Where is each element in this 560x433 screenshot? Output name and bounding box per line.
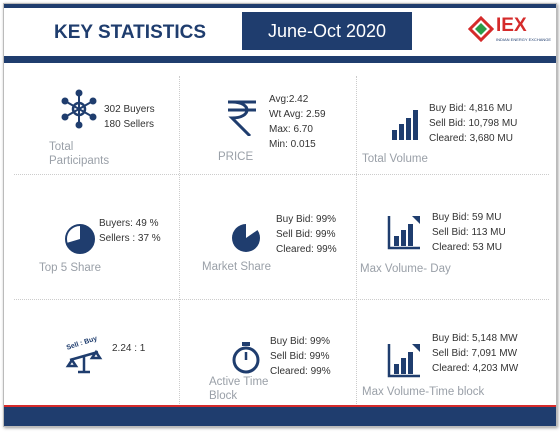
stat-label: Total Volume bbox=[362, 153, 428, 165]
stat-line: Cleared: 99% bbox=[270, 366, 331, 377]
stat-label: Active Time Block bbox=[209, 376, 269, 402]
icon bbox=[64, 336, 104, 376]
icon-graphic bbox=[392, 110, 418, 140]
stat-line: Sell Bid: 10,798 MU bbox=[429, 118, 518, 129]
stat-line: Sell Bid: 99% bbox=[276, 229, 336, 240]
stat-line: Min: 0.015 bbox=[269, 139, 316, 150]
stat-line: Sell Bid: 7,091 MW bbox=[432, 348, 518, 359]
stat-line: 302 Buyers bbox=[104, 104, 155, 115]
icon bbox=[60, 219, 100, 259]
stat-line: Sell Bid: 113 MU bbox=[432, 227, 506, 238]
stat-lines: Buyers: 49 % Sellers : 37 % bbox=[99, 216, 161, 246]
icon-graphic bbox=[65, 349, 103, 374]
period: June-Oct 2020 bbox=[242, 12, 412, 50]
logo-tagline: INDIAN ENERGY EXCHANGE bbox=[496, 37, 552, 42]
logo-icon bbox=[468, 16, 494, 42]
stat-line: Buyers: 49 % bbox=[99, 218, 159, 229]
stat-line: Buy Bid: 59 MU bbox=[432, 212, 502, 223]
title: KEY STATISTICS bbox=[54, 22, 207, 43]
stat-line: Cleared: 4,203 MW bbox=[432, 363, 519, 374]
stat-line: Max: 6.70 bbox=[269, 124, 313, 135]
stat-lines: Buy Bid: 99% Sell Bid: 99% Cleared: 99% bbox=[270, 334, 331, 379]
separator bbox=[14, 299, 549, 300]
footer-band bbox=[4, 407, 556, 426]
icon-graphic bbox=[387, 344, 420, 378]
header-band bbox=[4, 56, 556, 63]
slide: KEY STATISTICS June-Oct 2020 IEX INDIAN … bbox=[3, 3, 557, 427]
logo-name: IEX bbox=[496, 15, 527, 36]
stat-lines: Buy Bid: 5,148 MW Sell Bid: 7,091 MW Clear… bbox=[432, 331, 518, 376]
icon bbox=[226, 338, 266, 378]
icon-graphic bbox=[387, 216, 420, 250]
stat-line: Wt Avg: 2.59 bbox=[269, 109, 326, 120]
stat-lines: Buy Bid: 99% Sell Bid: 99% Cleared: 99% bbox=[276, 212, 337, 257]
icon bbox=[386, 104, 426, 144]
stat-line: Buy Bid: 99% bbox=[270, 336, 331, 347]
icon-graphic bbox=[61, 89, 97, 129]
stat-line: Cleared: 99% bbox=[276, 244, 337, 255]
footer-line bbox=[4, 405, 556, 407]
stat-line: Sellers : 37 % bbox=[99, 233, 161, 244]
stat-lines: Buy Bid: 4,816 MU Sell Bid: 10,798 MU Clea… bbox=[429, 101, 517, 146]
icon bbox=[226, 217, 266, 257]
stat-line: Sell Bid: 99% bbox=[270, 351, 330, 362]
stat-lines: 2.24 : 1 bbox=[112, 341, 145, 356]
stat-label: Top 5 Share bbox=[39, 262, 102, 274]
stat-line: Buy Bid: 99% bbox=[276, 214, 337, 225]
icon bbox=[384, 340, 424, 380]
stat-label: Market Share bbox=[202, 261, 272, 273]
stat-line: Avg:2.42 bbox=[269, 94, 309, 105]
icon-graphic bbox=[228, 100, 256, 138]
stat-line: 2.24 : 1 bbox=[112, 343, 146, 354]
icon bbox=[222, 96, 262, 138]
stat-lines: 302 Buyers 180 Sellers bbox=[104, 102, 155, 132]
stat-line: Buy Bid: 5,148 MW bbox=[432, 333, 518, 344]
separator bbox=[356, 76, 357, 404]
icon-graphic bbox=[232, 342, 260, 374]
stat-label: PRICE bbox=[218, 151, 254, 163]
stat-label: Total Participants bbox=[49, 141, 110, 167]
stat-lines: Buy Bid: 59 MU Sell Bid: 113 MU Cleared: 5… bbox=[432, 210, 506, 255]
stat-line: Cleared: 3,680 MU bbox=[429, 133, 513, 144]
stat-label: Max Volume- Day bbox=[360, 263, 451, 275]
icon-graphic bbox=[232, 222, 260, 252]
separator bbox=[179, 76, 180, 404]
top-bar bbox=[4, 4, 556, 8]
stat-line: Cleared: 53 MU bbox=[432, 242, 503, 253]
stat-lines: Avg:2.42 Wt Avg: 2.59 Max: 6.70 Min: 0.015 bbox=[269, 92, 326, 152]
stat-line: 180 Sellers bbox=[104, 119, 155, 130]
stat-label: Max Volume-Time block bbox=[362, 386, 485, 398]
icon bbox=[59, 89, 99, 129]
icon-graphic bbox=[65, 224, 95, 254]
icon bbox=[384, 212, 424, 252]
stat-line: Buy Bid: 4,816 MU bbox=[429, 103, 513, 114]
separator bbox=[14, 174, 549, 175]
